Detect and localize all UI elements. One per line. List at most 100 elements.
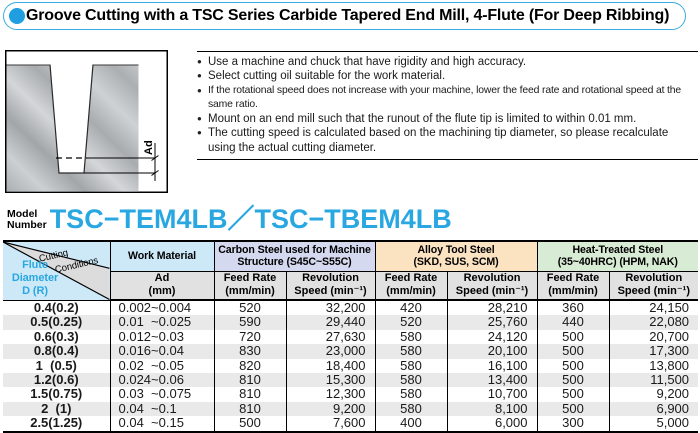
ad-subheader: Ad (mm) (110, 271, 215, 301)
table-row: 1.2(0.6) 0.024~0.06 810 15,300 580 13,40… (3, 372, 699, 388)
note-text: Select cutting oil suitable for the work… (208, 70, 446, 83)
alloy-steel-header: Alloy Tool Steel (SKD, SUS, SCM) (375, 241, 538, 272)
heat-rev-value: 6,900 (656, 400, 690, 416)
flute-diameter-value: 2 (1) (3, 401, 111, 417)
carbon-feed-value: 500 (214, 415, 287, 432)
alloy-rev-value: 10,700 (447, 387, 538, 402)
ad-value: 0.01 ~0.025 (110, 314, 215, 330)
cutting-conditions-table: Cutting Conditions Flute Diameter D (R) … (3, 240, 699, 433)
revolution-speed-subheader: Revolution Speed (min⁻¹) (286, 271, 376, 301)
carbon-feed-value: 830 (214, 343, 287, 359)
flute-diameter-value: 1 (0.5) (3, 358, 111, 374)
heat-treated-steel-header: Heat-Treated Steel (35~40HRC) (HPM, NAK) (537, 241, 699, 272)
table-row: 2 (1) 0.04 ~0.1 810 9,200 580 8,100 500 … (3, 400, 699, 417)
alloy-feed-value: 580 (375, 372, 448, 388)
alloy-rev-value: 6,000 (447, 415, 538, 432)
carbon-rev-value: 15,300 (286, 372, 376, 388)
carbon-feed-value: 590 (214, 314, 287, 330)
feed-rate-subheader: Feed Rate (mm/min) (537, 271, 610, 301)
alloy-feed-value: 400 (375, 415, 448, 432)
note-item: ● Mount on an end mill such that the runo… (197, 112, 698, 126)
section-bullet-icon (9, 8, 25, 24)
note-text: If the rotational speed does not increas… (208, 84, 682, 110)
heat-feed-value: 360 (537, 300, 610, 316)
alloy-feed-value: 580 (375, 358, 448, 374)
table-row: 0.6(0.3) 0.012~0.03 720 27,630 580 24,12… (3, 328, 698, 345)
note-bullet-icon: ● (197, 57, 202, 66)
heat-rev-value: 24,150 (649, 300, 690, 315)
note-bullet-icon: ● (197, 128, 202, 138)
flute-diameter-label: Flute Diameter D (R) (11, 259, 59, 297)
carbon-rev-value: 9,200 (286, 401, 376, 417)
section-title-bar: Groove Cutting with a TSC Series Carbide… (3, 2, 686, 30)
work-material-header: Work Material (110, 241, 215, 272)
heat-rev-value: 22,080 (649, 314, 690, 330)
alloy-rev-value: 25,760 (447, 314, 538, 330)
flute-diameter-value: 0.8(0.4) (3, 343, 111, 359)
model-number-value: TSC−TEM4LB／TSC−TBEM4LB (49, 204, 452, 234)
heat-rev-value: 13,800 (649, 357, 690, 373)
note-text: The cutting speed is calculated based on… (208, 127, 669, 154)
carbon-rev-value: 18,400 (286, 358, 376, 374)
feed-rate-subheader: Feed Rate (mm/min) (214, 271, 287, 301)
carbon-steel-header: Carbon Steel used for Machine Structure … (214, 241, 376, 272)
groove-diagram-svg: Ad (5, 50, 168, 193)
note-text: Mount on an end mill such that the runou… (208, 113, 637, 126)
ad-value: 0.04 ~0.15 (110, 415, 215, 432)
groove-diagram: Ad (5, 50, 168, 193)
heat-feed-value: 500 (537, 387, 610, 402)
heat-rev-value: 5,000 (656, 415, 690, 431)
flute-diameter-value: 1.2(0.6) (3, 372, 111, 388)
carbon-feed-value: 820 (214, 358, 287, 374)
note-bullet-icon: ● (197, 114, 202, 124)
heat-rev-value: 20,700 (649, 328, 690, 344)
table-row: 1.5(0.75) 0.03 ~0.075 810 12,300 580 10,… (3, 386, 698, 402)
table-row: 2.5(1.25) 0.04 ~0.15 500 7,600 400 6,000… (3, 415, 698, 432)
corner-header-cell: Cutting Conditions Flute Diameter D (R) (3, 241, 111, 301)
heat-rev-value: 9,200 (656, 386, 690, 402)
carbon-feed-value: 520 (214, 300, 287, 316)
ad-value: 0.002~0.004 (110, 300, 215, 316)
alloy-feed-value: 580 (375, 329, 448, 345)
alloy-feed-value: 580 (375, 343, 448, 359)
note-item: ● The cutting speed is calculated based o… (197, 126, 698, 155)
alloy-feed-value: 580 (375, 387, 448, 402)
alloy-feed-value: 580 (375, 401, 448, 417)
heat-feed-value: 500 (537, 343, 610, 359)
carbon-rev-value: 27,630 (286, 329, 376, 345)
carbon-rev-value: 32,200 (286, 300, 376, 316)
carbon-feed-value: 810 (214, 372, 287, 388)
alloy-rev-value: 20,100 (447, 343, 538, 359)
note-item: ● Use a machine and chuck that have rigid… (197, 55, 698, 69)
flute-diameter-value: 0.4(0.2) (3, 300, 111, 316)
diagonal-divider (3, 242, 110, 300)
ad-value: 0.012~0.03 (110, 329, 215, 345)
model-number-block: Model Number TSC−TEM4LB／TSC−TBEM4LB (7, 206, 452, 233)
heat-feed-value: 500 (537, 401, 610, 417)
flute-diameter-value: 2.5(1.25) (3, 415, 111, 432)
flute-diameter-value: 1.5(0.75) (3, 387, 111, 402)
note-item: ● If the rotational speed does not increa… (197, 84, 698, 113)
feed-rate-subheader: Feed Rate (mm/min) (375, 271, 448, 301)
flute-diameter-value: 0.5(0.25) (3, 314, 111, 330)
ad-value: 0.03 ~0.075 (110, 387, 215, 402)
table-row: 0.4(0.2) 0.002~0.004 520 32,200 420 28,2… (3, 300, 698, 316)
ad-value: 0.02 ~0.05 (110, 358, 215, 374)
revolution-speed-subheader: Revolution Speed (min⁻¹) (609, 271, 699, 301)
table-row: 1 (0.5) 0.02 ~0.05 820 18,400 580 16,100… (3, 357, 698, 374)
alloy-feed-value: 420 (375, 300, 448, 316)
heat-feed-value: 500 (537, 372, 610, 388)
note-text: Use a machine and chuck that have rigidi… (208, 56, 527, 68)
groove-cut (50, 64, 93, 173)
flute-diameter-value: 0.6(0.3) (3, 329, 111, 345)
alloy-rev-value: 8,100 (447, 401, 538, 417)
ad-value: 0.016~0.04 (110, 343, 215, 359)
section-title: Groove Cutting with a TSC Series Carbide… (26, 7, 670, 24)
alloy-rev-value: 28,210 (447, 300, 538, 316)
revolution-speed-subheader: Revolution Speed (min⁻¹) (447, 271, 538, 301)
ad-value: 0.024~0.06 (110, 372, 215, 388)
carbon-feed-value: 720 (214, 329, 287, 345)
alloy-rev-value: 24,120 (447, 329, 538, 345)
heat-rev-value: 11,500 (650, 372, 690, 388)
